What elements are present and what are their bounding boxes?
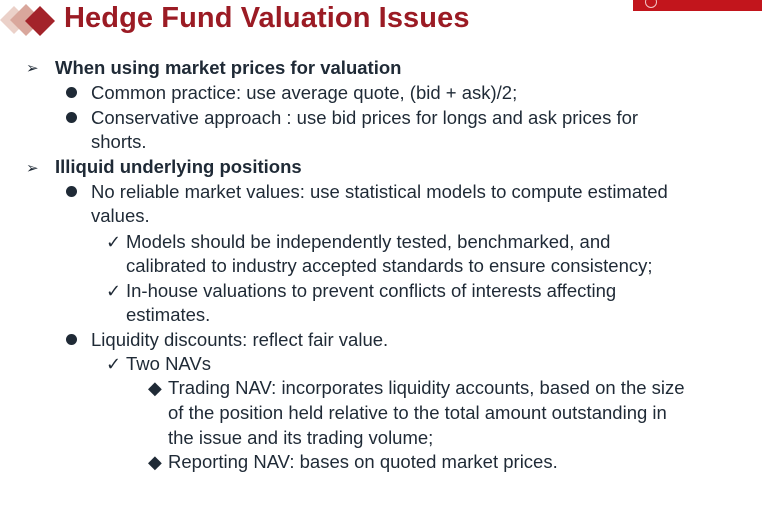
section-heading: When using market prices for valuation — [55, 57, 402, 78]
check-text: Models should be independently tested, b… — [126, 231, 611, 252]
filled-circle-bullet-icon — [66, 186, 77, 197]
check-mark-icon: ✓ — [106, 232, 122, 252]
bullet-text-continued: shorts. — [91, 131, 147, 152]
university-seal-icon — [645, 0, 657, 8]
check-mark-icon: ✓ — [106, 354, 122, 374]
bullet-text: No reliable market values: use statistic… — [91, 181, 668, 202]
diamond-bullet-icon: ◆ — [148, 378, 162, 398]
diamond-text-continued: of the position held relative to the tot… — [168, 402, 667, 423]
diamond-cluster-icon — [0, 4, 55, 36]
bullet-text-continued: values. — [91, 205, 150, 226]
check-text: In-house valuations to prevent conflicts… — [126, 280, 617, 301]
diamond-text: Trading NAV: incorporates liquidity acco… — [168, 377, 685, 398]
diamond-text: Reporting NAV: bases on quoted market pr… — [168, 451, 558, 472]
filled-circle-bullet-icon — [66, 334, 77, 345]
slide-title: Hedge Fund Valuation Issues — [64, 2, 470, 34]
check-text-continued: estimates. — [126, 304, 211, 325]
diamond-text-continued: the issue and its trading volume; — [168, 427, 434, 448]
check-mark-icon: ✓ — [106, 281, 122, 301]
section-heading: Illiquid underlying positions — [55, 156, 302, 177]
filled-circle-bullet-icon — [66, 87, 77, 98]
check-text-continued: calibrated to industry accepted standard… — [126, 255, 653, 276]
bullet-text: Liquidity discounts: reflect fair value. — [91, 329, 389, 350]
bullet-text: Common practice: use average quote, (bid… — [91, 82, 518, 103]
filled-circle-bullet-icon — [66, 112, 77, 123]
bullet-text: Conservative approach : use bid prices f… — [91, 107, 639, 128]
arrow-bullet-icon: ➢ — [26, 60, 39, 77]
arrow-bullet-icon: ➢ — [26, 160, 39, 177]
university-logo — [633, 0, 762, 11]
check-text: Two NAVs — [126, 353, 211, 374]
diamond-bullet-icon: ◆ — [148, 452, 162, 472]
